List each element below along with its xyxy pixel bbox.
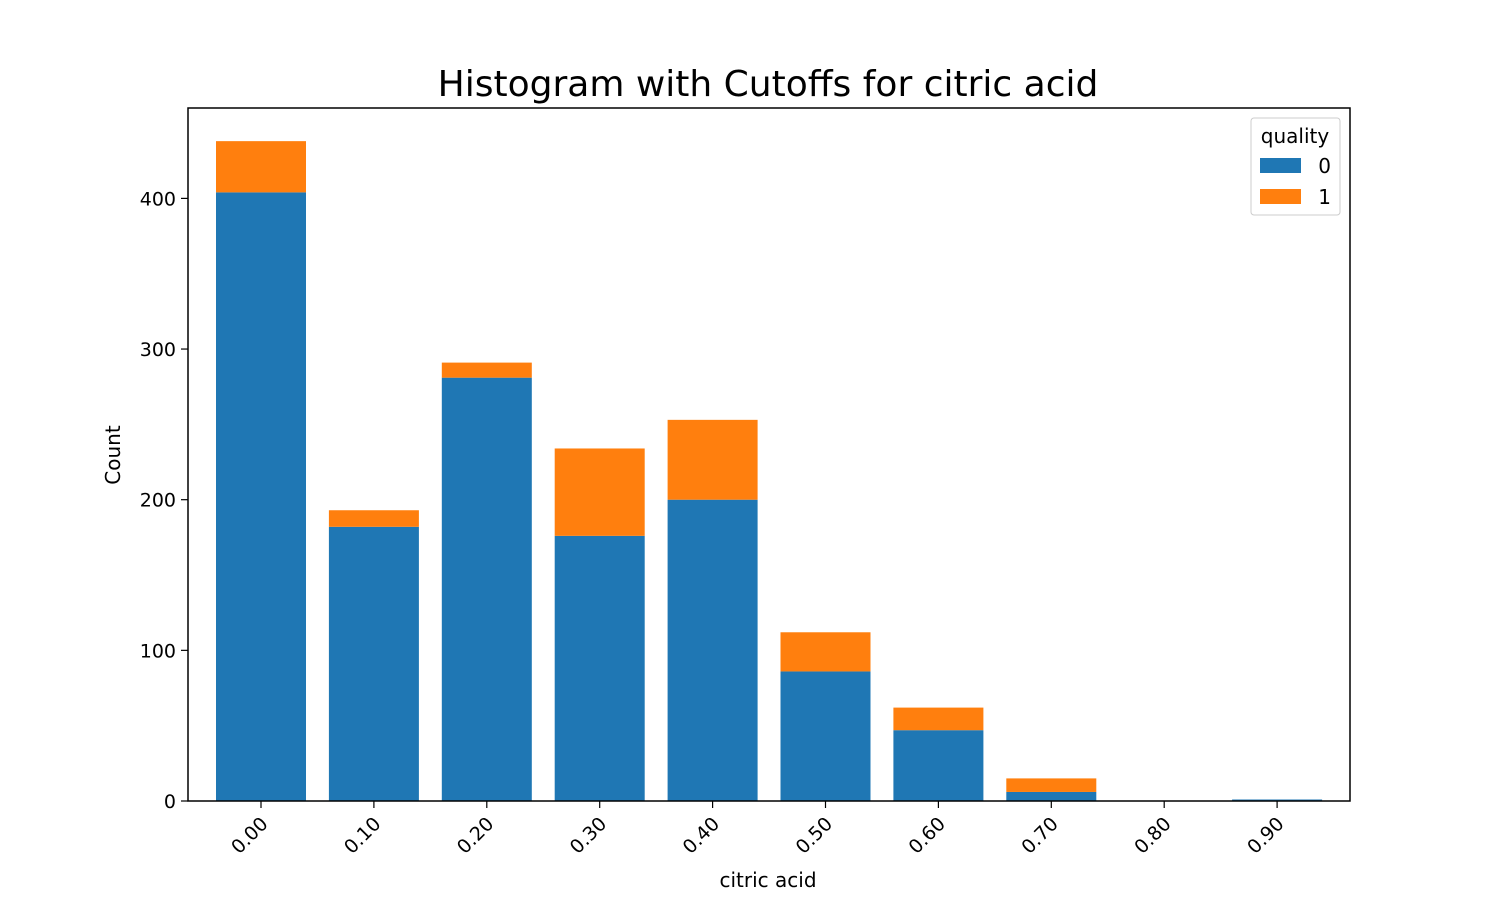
bar-q1-0.20 — [441, 362, 532, 378]
x-axis: 0.00 0.10 0.20 0.30 0.40 0.50 0.60 0.70 0.80 0.90 — [227, 801, 1289, 858]
legend-title: quality — [1261, 124, 1330, 148]
bar-q0-0.60 — [893, 730, 984, 801]
x-tick-label: 0.90 — [1243, 813, 1288, 858]
y-tick-label: 400 — [140, 188, 176, 210]
chart-title: Histogram with Cutoffs for citric acid — [438, 64, 1099, 105]
y-axis: 0 100 200 300 400 — [140, 188, 188, 813]
legend: quality 0 1 — [1250, 117, 1341, 216]
x-tick-label: 0.00 — [227, 813, 272, 858]
bar-q1-0.70 — [1006, 778, 1097, 792]
bar-q1-0.10 — [328, 510, 419, 527]
bar-q1-0.30 — [554, 448, 645, 536]
legend-label-0: 0 — [1318, 154, 1331, 178]
x-tick-label: 0.70 — [1017, 813, 1062, 858]
y-tick-label: 300 — [140, 339, 176, 361]
x-tick-label: 0.40 — [679, 813, 724, 858]
bar-q0-0.70 — [1006, 791, 1097, 801]
x-axis-label: citric acid — [719, 868, 816, 892]
bar-q1-0.40 — [667, 419, 758, 500]
y-tick-label: 200 — [140, 490, 176, 512]
bar-q1-0.50 — [780, 632, 871, 672]
plot-frame — [187, 107, 1351, 802]
bars-group — [216, 141, 1323, 801]
x-tick-label: 0.50 — [792, 813, 837, 858]
x-tick-label: 0.60 — [904, 813, 949, 858]
x-tick-label: 0.30 — [566, 813, 611, 858]
x-tick-label: 0.10 — [340, 813, 385, 858]
bar-q1-0.00 — [216, 141, 306, 193]
bar-q0-0.50 — [780, 671, 871, 801]
bar-q0-0.10 — [328, 526, 419, 801]
bar-q0-0.30 — [554, 535, 645, 801]
bar-q0-0.90 — [1232, 799, 1323, 801]
legend-swatch-1 — [1260, 189, 1301, 204]
bar-q0-0.00 — [216, 192, 306, 801]
legend-swatch-0 — [1260, 158, 1301, 173]
bar-q1-0.60 — [893, 707, 984, 731]
y-tick-label: 0 — [164, 791, 176, 813]
x-tick-label: 0.20 — [453, 813, 498, 858]
legend-label-1: 1 — [1318, 185, 1331, 209]
y-tick-label: 100 — [140, 640, 176, 662]
bar-q0-0.40 — [667, 499, 758, 801]
x-tick-label: 0.80 — [1130, 813, 1175, 858]
y-axis-label: Count — [101, 425, 125, 485]
bar-q0-0.20 — [441, 377, 532, 801]
